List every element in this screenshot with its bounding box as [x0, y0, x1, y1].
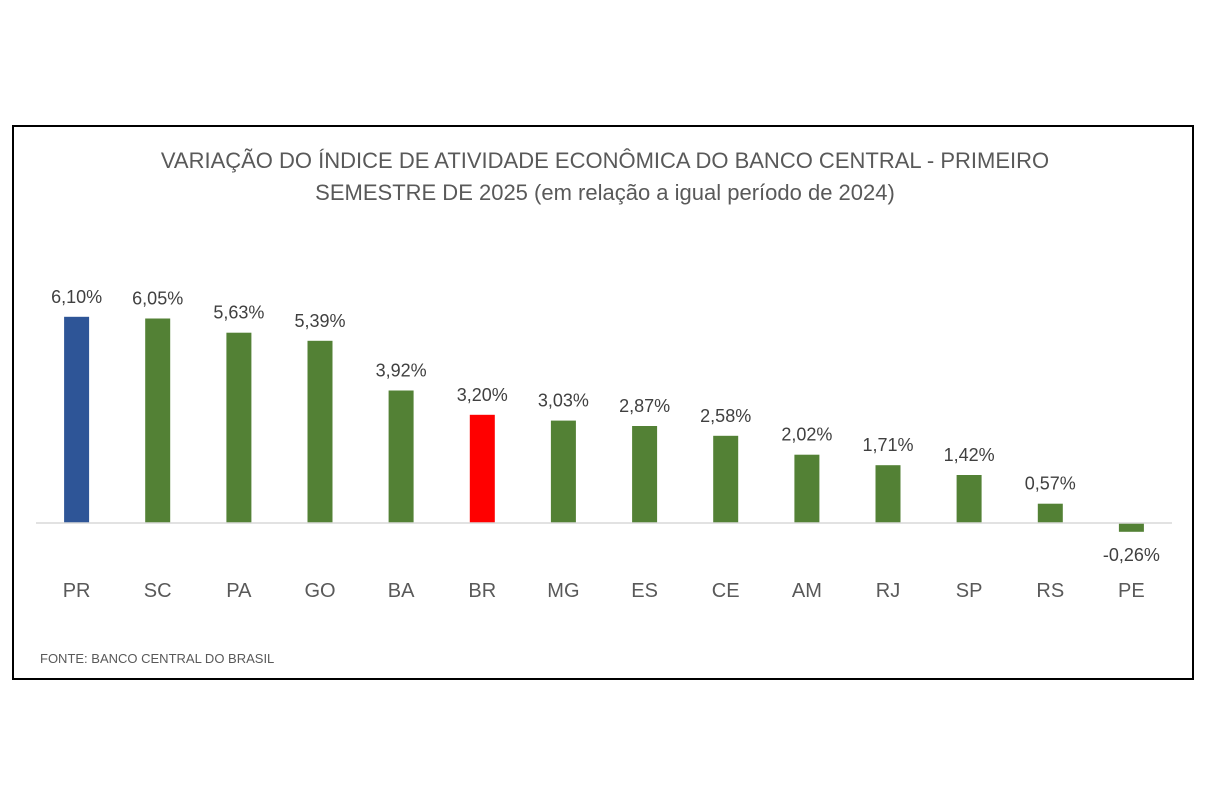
value-label-pe: -0,26% [1103, 545, 1160, 565]
category-label-sp: SP [956, 580, 983, 602]
bar-mg [550, 420, 576, 523]
bar-go [307, 340, 333, 523]
bar-pa [226, 332, 252, 523]
bar-am [794, 454, 820, 523]
chart-title: VARIAÇÃO DO ÍNDICE DE ATIVIDADE ECONÔMIC… [0, 145, 1210, 209]
value-label-br: 3,20% [457, 385, 508, 405]
bar-sp [956, 475, 982, 523]
value-label-am: 2,02% [781, 425, 832, 445]
category-label-am: AM [792, 580, 822, 602]
bar-br [469, 414, 495, 523]
chart-title-line-2: SEMESTRE DE 2025 (em relação a igual per… [315, 180, 895, 205]
category-label-br: BR [468, 580, 496, 602]
chart-frame [12, 125, 1194, 680]
value-label-es: 2,87% [619, 396, 670, 416]
value-label-go: 5,39% [294, 311, 345, 331]
bar-sc [145, 318, 171, 523]
bar-es [632, 426, 658, 523]
category-label-rj: RJ [876, 580, 900, 602]
category-labels-group: PR SC PA GO BA BR MG ES CE AM RJ SP RS PE [63, 580, 1145, 602]
bar-pe [1118, 523, 1144, 532]
bar-rj [875, 465, 901, 523]
category-label-ce: CE [712, 580, 740, 602]
value-label-ba: 3,92% [376, 361, 427, 381]
category-label-pa: PA [226, 580, 252, 602]
value-label-sc: 6,05% [132, 289, 183, 309]
value-label-rj: 1,71% [862, 435, 913, 455]
category-label-go: GO [304, 580, 335, 602]
value-label-mg: 3,03% [538, 391, 589, 411]
value-label-pr: 6,10% [51, 287, 102, 307]
bar-ce [713, 435, 739, 523]
category-label-pe: PE [1118, 580, 1145, 602]
category-label-mg: MG [547, 580, 579, 602]
value-label-pa: 5,63% [213, 303, 264, 323]
chart-title-line-1: VARIAÇÃO DO ÍNDICE DE ATIVIDADE ECONÔMIC… [160, 148, 1050, 173]
value-label-rs: 0,57% [1025, 474, 1076, 494]
value-labels-group: 6,10% 6,05% 5,63% 5,39% 3,92% 3,20% 3,03% 2,87%… [51, 287, 1160, 565]
category-label-sc: SC [144, 580, 172, 602]
value-label-sp: 1,42% [944, 445, 995, 465]
category-label-pr: PR [63, 580, 91, 602]
bar-rs [1037, 503, 1063, 523]
bars-group [64, 316, 1144, 532]
bar-ba [388, 390, 414, 523]
category-label-es: ES [631, 580, 658, 602]
source-note: FONTE: BANCO CENTRAL DO BRASIL [40, 651, 275, 666]
category-label-rs: RS [1036, 580, 1064, 602]
category-label-ba: BA [388, 580, 415, 602]
value-label-ce: 2,58% [700, 406, 751, 426]
bar-pr [64, 316, 90, 523]
